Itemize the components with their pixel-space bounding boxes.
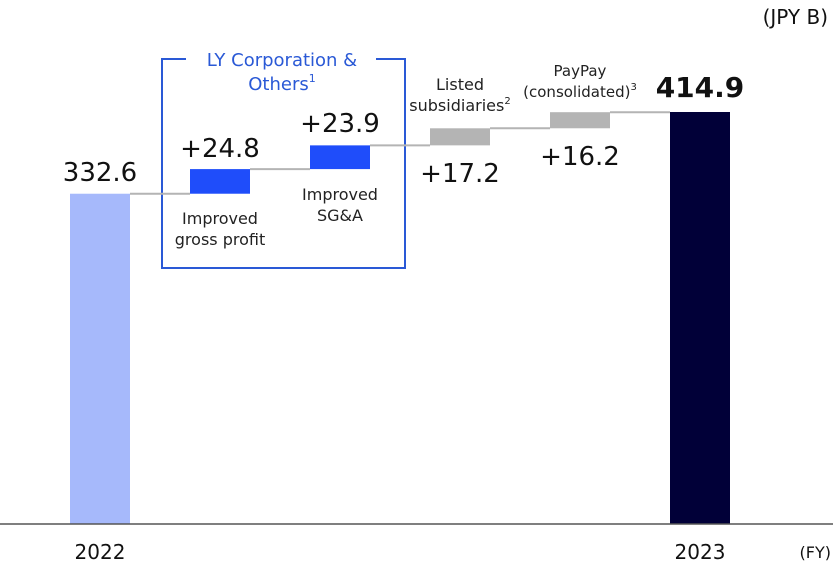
value-label-fy2022: 332.6 <box>63 158 137 188</box>
value-label-listed-subsidiaries: +17.2 <box>420 159 500 189</box>
bar-listed-subsidiaries <box>430 128 490 146</box>
x-tick-label-2023: 2023 <box>675 540 726 564</box>
chart-marks: 332.6 2022 +24.8 Improved gross profit +23.9 I… <box>63 62 745 564</box>
step-label-sga-line1: Improved <box>302 185 378 204</box>
value-label-gross-profit: +24.8 <box>180 134 260 164</box>
bar-paypay <box>550 112 610 129</box>
unit-label: (JPY B) <box>763 5 828 29</box>
group-box-title-main: Others <box>248 74 309 95</box>
value-label-paypay: +16.2 <box>540 142 620 172</box>
bar-fy2022 <box>70 193 130 525</box>
step-label-listed-subsidiaries-line2: subsidiaries2 <box>409 96 510 115</box>
x-tick-label-2022: 2022 <box>75 540 126 564</box>
step-label-listed-subsidiaries-line1: Listed <box>436 75 484 94</box>
bar-gross-profit <box>190 169 250 194</box>
group-box-title-line1: LY Corporation & <box>207 50 357 71</box>
step-label-sga-line2: SG&A <box>317 206 363 225</box>
group-box-title-bg <box>186 46 376 96</box>
step-label-paypay-line2: (consolidated)3 <box>523 82 637 101</box>
value-label-sga: +23.9 <box>300 109 380 139</box>
step-label-gross-profit-line2: gross profit <box>175 230 265 249</box>
value-label-fy2023: 414.9 <box>656 71 745 104</box>
bar-fy2023 <box>670 112 730 524</box>
group-box-title-line2: Others1 <box>248 72 316 95</box>
group-box-title-superscript: 1 <box>309 72 316 85</box>
step-label-gross-profit-line1: Improved <box>182 209 258 228</box>
step-label-paypay-line1: PayPay <box>554 62 607 80</box>
bar-sga <box>310 145 370 170</box>
fy-label: (FY) <box>800 543 831 562</box>
